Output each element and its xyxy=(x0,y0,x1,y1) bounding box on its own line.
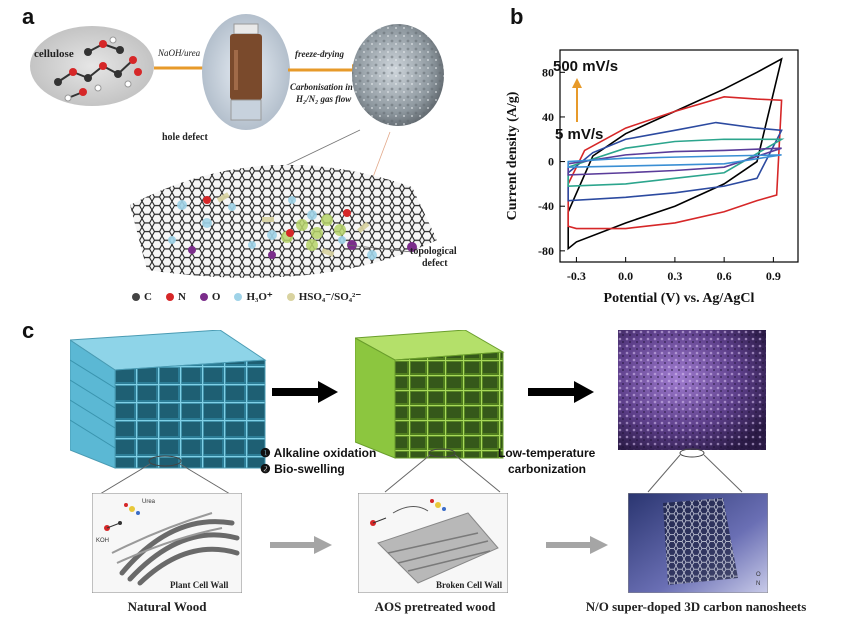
y-axis-label: Current density (A/g) xyxy=(505,91,520,220)
plot-frame xyxy=(559,49,799,263)
panel-a-letter: a xyxy=(22,4,35,29)
process-arrow-1 xyxy=(272,381,338,403)
gray-arrow-2 xyxy=(546,536,608,554)
broken-cell-wall-illustration xyxy=(358,493,508,593)
panel-c-zoom-lines xyxy=(99,448,743,495)
x-tick-label-1: 0.0 xyxy=(618,269,633,283)
legend-swatch-4 xyxy=(286,292,295,301)
legend-swatch-1 xyxy=(165,292,174,301)
legend-label-1: N xyxy=(177,290,186,303)
legend-label-4: HSO₄⁻/SO₄²⁻ xyxy=(298,291,362,303)
step-low-temp-line2: carbonization xyxy=(508,462,587,476)
cv-curve-3 xyxy=(567,138,785,187)
step-freeze-drying: freeze-drying xyxy=(295,49,344,59)
step-naoh-urea: NaOH/urea xyxy=(158,48,201,58)
sem-image-circle xyxy=(352,24,444,126)
panel-c-letter: c xyxy=(22,318,35,343)
hydrogel-tube-photo xyxy=(202,14,290,130)
topological-defect-label-line2: defect xyxy=(422,258,448,269)
koh-label: KOH xyxy=(96,538,110,544)
annotation-5mvs: 5 mV/s xyxy=(555,126,604,143)
legend-label-2: O xyxy=(211,290,221,303)
caption-doped-carbon: N/O super-doped 3D carbon nanosheets xyxy=(585,599,807,614)
legend-item-1: N xyxy=(165,290,186,303)
step-bio-swelling: ❷ Bio-swelling xyxy=(260,462,345,476)
step-carbonisation-line1: Carbonisation in xyxy=(290,82,353,92)
cv-curve-2 xyxy=(567,121,783,202)
x-tick-label-0: -0.3 xyxy=(567,269,586,283)
cellulose-label: cellulose xyxy=(34,48,74,60)
cv-chart: -0.3 0.0 0.3 0.6 0.9 -80 -40 0 40 80 Potential (V)… xyxy=(505,49,799,306)
x-tick-label-4: 0.9 xyxy=(766,269,781,283)
doped-carbon-illustration xyxy=(628,493,768,593)
plant-cell-wall-label: Plant Cell Wall xyxy=(170,580,229,590)
scan-rate-arrow xyxy=(572,78,582,122)
plant-cell-wall-illustration xyxy=(92,493,242,593)
step-low-temp-line1: Low-temperature xyxy=(498,446,596,460)
topological-defect-label-line1: topological xyxy=(410,246,457,257)
n-label: N xyxy=(756,581,761,587)
cv-curve-1 xyxy=(567,96,783,230)
y-tick-label-1: -40 xyxy=(538,199,554,213)
caption-natural-wood: Natural Wood xyxy=(127,599,207,614)
y-tick-label-4: 80 xyxy=(542,65,554,79)
legend-swatch-3 xyxy=(234,292,243,301)
broken-cell-wall-label: Broken Cell Wall xyxy=(436,580,503,590)
pretreated-wood-block xyxy=(355,330,505,459)
graphene-sheet-illustration xyxy=(130,164,437,278)
legend-label-0: C xyxy=(144,290,152,303)
process-arrow-2 xyxy=(528,381,594,403)
x-axis-label: Potential (V) vs. Ag/AgCl xyxy=(604,291,755,306)
hole-defect-label: hole defect xyxy=(162,132,208,143)
gray-arrow-1 xyxy=(270,536,332,554)
y-tick-label-0: -80 xyxy=(538,244,554,258)
legend-swatch-2 xyxy=(199,292,208,301)
cellulose-molecule-illustration xyxy=(30,26,154,106)
urea-label: Urea xyxy=(142,499,156,505)
legend-swatch-0 xyxy=(132,292,140,301)
legend-label-3: H₃O⁺ xyxy=(246,291,273,303)
y-tick-label-3: 40 xyxy=(542,110,554,124)
legend-item-0: C xyxy=(132,291,152,303)
cv-curve-0 xyxy=(567,57,783,251)
y-tick-label-2: 0 xyxy=(548,155,554,169)
panel-b-letter: b xyxy=(510,4,524,29)
natural-wood-block xyxy=(70,330,267,469)
carbon-nanosheet-sem-image xyxy=(618,330,766,450)
legend-item-3: H₃O⁺ xyxy=(234,290,273,303)
annotation-500mvs: 500 mV/s xyxy=(553,58,619,75)
panel-a-legend: C N O H₃O⁺ HSO₄⁻/SO₄²⁻ xyxy=(132,290,361,303)
cv-curve-4 xyxy=(567,147,782,176)
cv-curve-5 xyxy=(567,154,782,168)
legend-item-2: O xyxy=(199,290,221,303)
legend-item-4: HSO₄⁻/SO₄²⁻ xyxy=(286,290,362,303)
x-tick-label-2: 0.3 xyxy=(667,269,682,283)
caption-aos-pretreated-wood: AOS pretreated wood xyxy=(374,599,496,614)
o-label: O xyxy=(756,572,761,578)
x-tick-label-3: 0.6 xyxy=(717,269,732,283)
step-carbonisation-line2: H₂/N₂ gas flow xyxy=(296,94,352,104)
step-alkaline-oxidation: ❶ Alkaline oxidation xyxy=(260,446,377,460)
